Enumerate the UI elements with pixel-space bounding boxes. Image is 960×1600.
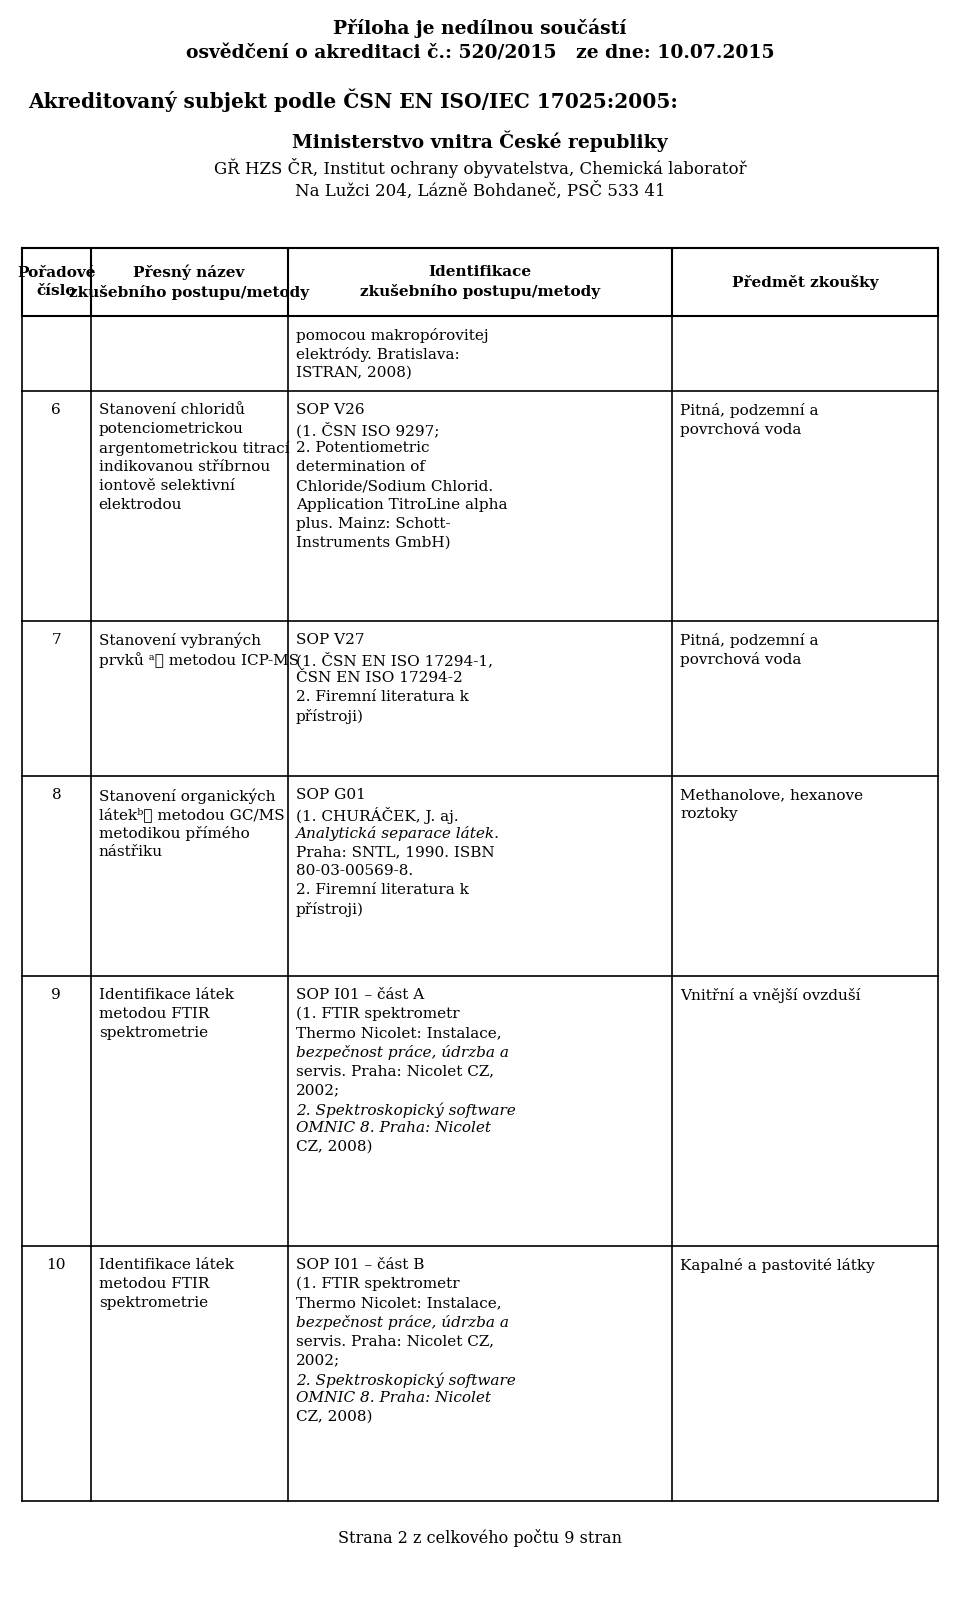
Text: Thermo Nicolet: Instalace,: Thermo Nicolet: Instalace,: [296, 1026, 501, 1040]
Text: nástřiku: nástřiku: [99, 845, 163, 859]
Text: 2. Spektroskopický software: 2. Spektroskopický software: [296, 1102, 516, 1117]
Text: Identifikace látek: Identifikace látek: [99, 987, 233, 1002]
Text: SOP V27: SOP V27: [296, 634, 364, 646]
Text: 6: 6: [52, 403, 61, 418]
Text: Analytická separace látek.: Analytická separace látek.: [296, 826, 499, 842]
Text: spektrometrie: spektrometrie: [99, 1296, 207, 1310]
Text: 10: 10: [47, 1258, 66, 1272]
Text: Ministerstvo vnitra České republiky: Ministerstvo vnitra České republiky: [292, 130, 668, 152]
Text: SOP G01: SOP G01: [296, 787, 366, 802]
Text: determination of: determination of: [296, 461, 424, 474]
Text: Předmět zkoušky: Předmět zkoušky: [732, 275, 878, 290]
Text: 2. Potentiometric: 2. Potentiometric: [296, 442, 429, 454]
Text: indikovanou stříbrnou: indikovanou stříbrnou: [99, 461, 270, 474]
Text: SOP I01 – část A: SOP I01 – část A: [296, 987, 424, 1002]
Text: 2002;: 2002;: [296, 1083, 340, 1098]
Text: Identifikace látek: Identifikace látek: [99, 1258, 233, 1272]
Text: plus. Mainz: Schott-: plus. Mainz: Schott-: [296, 517, 450, 531]
Text: 9: 9: [52, 987, 61, 1002]
Text: (1. FTIR spektrometr: (1. FTIR spektrometr: [296, 1006, 459, 1021]
Text: 2002;: 2002;: [296, 1354, 340, 1366]
Text: (1. ČSN ISO 9297;: (1. ČSN ISO 9297;: [296, 422, 439, 438]
Text: 7: 7: [52, 634, 61, 646]
Text: roztoky: roztoky: [681, 806, 738, 821]
Text: pomocou makropórovitej: pomocou makropórovitej: [296, 328, 489, 342]
Text: Přesný název
zkušebního postupu/metody: Přesný název zkušebního postupu/metody: [69, 264, 309, 299]
Text: Pitná, podzemní a: Pitná, podzemní a: [681, 634, 819, 648]
Text: Methanolove, hexanove: Methanolove, hexanove: [681, 787, 863, 802]
Text: GŘ HZS ČR, Institut ochrany obyvatelstva, Chemická laboratoř: GŘ HZS ČR, Institut ochrany obyvatelstva…: [214, 158, 746, 178]
Text: elektródy. Bratislava:: elektródy. Bratislava:: [296, 347, 460, 362]
Text: Na Lužci 204, Lázně Bohdaneč, PSČ 533 41: Na Lužci 204, Lázně Bohdaneč, PSČ 533 41: [295, 182, 665, 200]
Text: SOP I01 – část B: SOP I01 – část B: [296, 1258, 424, 1272]
Text: metodou FTIR: metodou FTIR: [99, 1006, 209, 1021]
Text: OMNIC 8. Praha: Nicolet: OMNIC 8. Praha: Nicolet: [296, 1122, 491, 1134]
Text: Příloha je nedílnou součástí: Příloha je nedílnou součástí: [333, 18, 627, 37]
Text: CZ, 2008): CZ, 2008): [296, 1139, 372, 1154]
Text: bezpečnost práce, údrzba a: bezpečnost práce, údrzba a: [296, 1315, 509, 1330]
Text: SOP V26: SOP V26: [296, 403, 364, 418]
Text: Instruments GmbH): Instruments GmbH): [296, 536, 450, 550]
Text: Kapalné a pastovité látky: Kapalné a pastovité látky: [681, 1258, 876, 1274]
Text: Strana 2 z celkového počtu 9 stran: Strana 2 z celkového počtu 9 stran: [338, 1530, 622, 1547]
Text: servis. Praha: Nicolet CZ,: servis. Praha: Nicolet CZ,: [296, 1064, 493, 1078]
Text: bezpečnost práce, údrzba a: bezpečnost práce, údrzba a: [296, 1045, 509, 1059]
Text: Stanovení vybraných: Stanovení vybraných: [99, 634, 261, 648]
Text: přístroji): přístroji): [296, 902, 364, 917]
Text: prvků ᵃ⦾ metodou ICP-MS: prvků ᵃ⦾ metodou ICP-MS: [99, 653, 299, 667]
Text: spektrometrie: spektrometrie: [99, 1026, 207, 1040]
Text: Stanovení organických: Stanovení organických: [99, 787, 276, 803]
Text: Application TitroLine alpha: Application TitroLine alpha: [296, 498, 507, 512]
Text: metodikou přímého: metodikou přímého: [99, 826, 250, 842]
Text: (1. CHURÁČEK, J. aj.: (1. CHURÁČEK, J. aj.: [296, 806, 458, 824]
Text: látekᵇ⦾ metodou GC/MS: látekᵇ⦾ metodou GC/MS: [99, 806, 284, 822]
Text: 80-03-00569-8.: 80-03-00569-8.: [296, 864, 413, 878]
Text: 2. Firemní literatura k: 2. Firemní literatura k: [296, 690, 468, 704]
Text: CZ, 2008): CZ, 2008): [296, 1410, 372, 1424]
Text: (1. FTIR spektrometr: (1. FTIR spektrometr: [296, 1277, 459, 1291]
Text: Thermo Nicolet: Instalace,: Thermo Nicolet: Instalace,: [296, 1296, 501, 1310]
Text: argentometrickou titrací: argentometrickou titrací: [99, 442, 289, 456]
Text: OMNIC 8. Praha: Nicolet: OMNIC 8. Praha: Nicolet: [296, 1390, 491, 1405]
Text: Vnitřní a vnější ovzduší: Vnitřní a vnější ovzduší: [681, 987, 861, 1003]
Text: 8: 8: [52, 787, 61, 802]
Text: 2. Spektroskopický software: 2. Spektroskopický software: [296, 1371, 516, 1387]
Text: ČSN EN ISO 17294-2: ČSN EN ISO 17294-2: [296, 670, 463, 685]
Text: Pořadové
číslo: Pořadové číslo: [17, 266, 96, 298]
Text: osvědčení o akreditaci č.: 520/2015   ze dne: 10.07.2015: osvědčení o akreditaci č.: 520/2015 ze d…: [185, 43, 775, 62]
Text: metodou FTIR: metodou FTIR: [99, 1277, 209, 1291]
Text: povrchová voda: povrchová voda: [681, 653, 802, 667]
Text: přístroji): přístroji): [296, 709, 364, 723]
Text: ISTRAN, 2008): ISTRAN, 2008): [296, 366, 412, 379]
Text: Chloride/Sodium Chlorid.: Chloride/Sodium Chlorid.: [296, 478, 492, 493]
Text: 2. Firemní literatura k: 2. Firemní literatura k: [296, 883, 468, 898]
Text: potenciometrickou: potenciometrickou: [99, 422, 244, 435]
Text: elektrodou: elektrodou: [99, 498, 182, 512]
Text: povrchová voda: povrchová voda: [681, 422, 802, 437]
Text: Identifikace
zkušebního postupu/metody: Identifikace zkušebního postupu/metody: [360, 266, 600, 299]
Text: Akreditovaný subjekt podle ČSN EN ISO/IEC 17025:2005:: Akreditovaný subjekt podle ČSN EN ISO/IE…: [28, 88, 678, 112]
Text: Stanovení chloridů: Stanovení chloridů: [99, 403, 245, 418]
Text: iontově selektivní: iontově selektivní: [99, 478, 234, 493]
Text: (1. ČSN EN ISO 17294-1,: (1. ČSN EN ISO 17294-1,: [296, 653, 492, 669]
Text: Praha: SNTL, 1990. ISBN: Praha: SNTL, 1990. ISBN: [296, 845, 494, 859]
Text: servis. Praha: Nicolet CZ,: servis. Praha: Nicolet CZ,: [296, 1334, 493, 1347]
Text: Pitná, podzemní a: Pitná, podzemní a: [681, 403, 819, 418]
